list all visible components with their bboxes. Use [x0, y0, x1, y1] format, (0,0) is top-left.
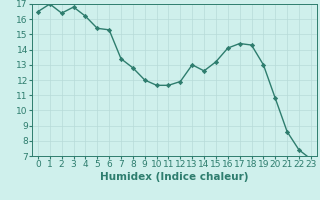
X-axis label: Humidex (Indice chaleur): Humidex (Indice chaleur) [100, 172, 249, 182]
